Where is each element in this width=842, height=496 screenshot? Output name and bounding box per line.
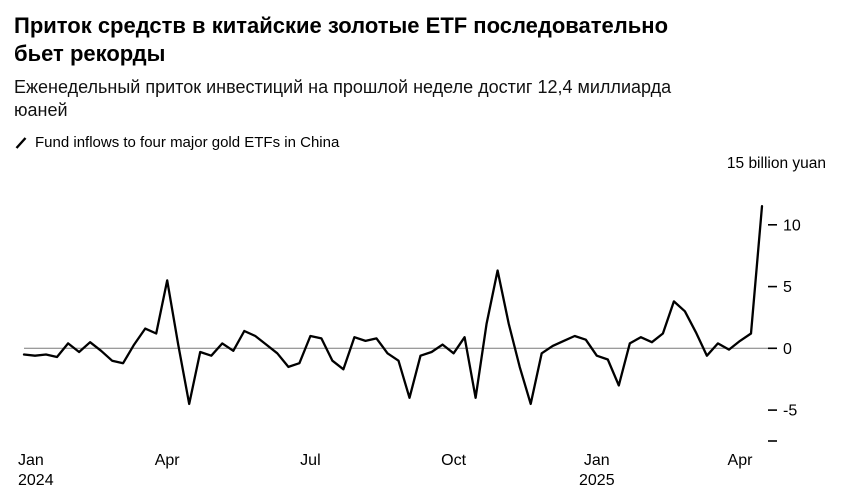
chart-legend: Fund inflows to four major gold ETFs in …	[14, 134, 828, 151]
x-tick-year-label: 2025	[579, 472, 615, 489]
title-line-2: бьет рекорды	[14, 41, 166, 67]
chart-area: 15 billion yuan 10 5 0 -5 Jan 2024 Apr Jul Oct Jan…	[14, 151, 828, 496]
x-tick-label: Apr	[728, 452, 754, 469]
page-subtitle: Еженедельный приток инвестиций на прошло…	[14, 76, 828, 122]
x-tick-label: Jul	[300, 452, 320, 469]
y-axis-unit-label: 15 billion yuan	[727, 155, 826, 172]
y-tick-label: 0	[783, 341, 792, 358]
page-title: Приток средств в китайские золотые ETF п…	[14, 12, 828, 68]
x-tick-label: Apr	[155, 452, 181, 469]
x-tick-label: Oct	[441, 452, 466, 469]
title-line-1: Приток средств в китайские золотые ETF п…	[14, 13, 669, 38]
x-tick-label: Jan	[18, 452, 44, 469]
y-tick-label: 10	[783, 218, 801, 235]
line-chart: 15 billion yuan 10 5 0 -5 Jan 2024 Apr Jul Oct Jan…	[18, 155, 826, 489]
series-key-icon	[15, 137, 27, 149]
x-tick-year-label: 2024	[18, 472, 54, 489]
series-line	[22, 205, 764, 406]
subtitle-line-2: юаней	[14, 100, 68, 121]
y-tick-label: 5	[783, 279, 792, 296]
legend-label: Fund inflows to four major gold ETFs in …	[35, 134, 340, 152]
y-tick-label: -5	[783, 403, 797, 420]
x-tick-label: Jan	[584, 452, 610, 469]
subtitle-line-1: Еженедельный приток инвестиций на прошло…	[14, 77, 672, 98]
